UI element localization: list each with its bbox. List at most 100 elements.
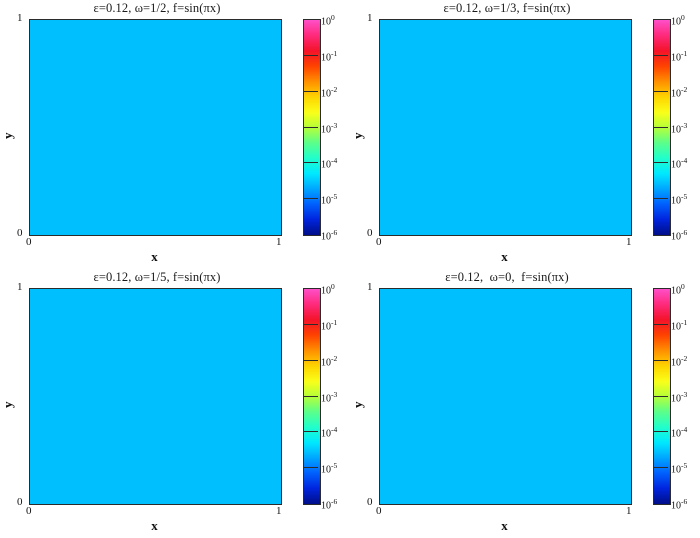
colorbar-tick-label: 100 [671, 13, 685, 27]
plot-area[interactable] [29, 19, 282, 236]
colorbar-tick-base: 10 [321, 321, 331, 333]
colorbar-tick-label: 100 [671, 282, 685, 296]
panel-bottom-right: ε=0.12, ω=0, f=sin(πx) 1 0 0 1 x y 100 10… [350, 269, 700, 538]
colorbar-tick-rule [304, 127, 318, 128]
colorbar-tick-base: 10 [671, 428, 681, 440]
heatmap-canvas [30, 20, 281, 235]
colorbar-tick-rule [304, 467, 318, 468]
panel-title: ε=0.12, ω=1/2, f=sin(πx) [93, 1, 221, 15]
colorbar-tick-label: 10-5 [671, 192, 687, 206]
colorbar-tick-exponent: -1 [331, 48, 338, 58]
colorbar-tick-label: 10-2 [671, 85, 687, 99]
x-axis-label: x [501, 249, 508, 264]
x-axis-label: x [501, 518, 508, 533]
plot-area[interactable] [379, 288, 632, 505]
colorbar-tick-exponent: -4 [681, 156, 688, 166]
panel-bottom-left: ε=0.12, ω=1/5, f=sin(πx) 1 0 0 1 x y 100… [0, 269, 350, 538]
colorbar-tick-base: 10 [321, 500, 331, 512]
colorbar-tick-exponent: -2 [681, 353, 688, 363]
colorbar-tick-exponent: -3 [331, 120, 338, 130]
y-axis-label: y [0, 132, 15, 140]
colorbar-tick-rule [654, 431, 668, 432]
colorbar-tick-base: 10 [321, 123, 331, 135]
colorbar-tick-rule [304, 324, 318, 325]
x-axis-label: x [151, 249, 158, 264]
ytick-top: 1 [17, 281, 23, 293]
colorbar-tick-base: 10 [671, 52, 681, 64]
ytick-top: 1 [367, 281, 373, 293]
colorbar-tick-base: 10 [671, 464, 681, 476]
colorbar-tick-exponent: -3 [331, 389, 338, 399]
colorbar-tick-label: 10-5 [671, 461, 687, 475]
colorbar-tick-rule [304, 162, 318, 163]
colorbar-tick-exponent: 0 [331, 282, 335, 291]
panel-title: ε=0.12, ω=1/5, f=sin(πx) [93, 270, 221, 284]
colorbar-tick-exponent: -2 [681, 84, 688, 94]
colorbar-tick-rule [304, 396, 318, 397]
xtick-right: 1 [276, 505, 282, 517]
colorbar-tick-exponent: -2 [331, 84, 338, 94]
colorbar-tick-rule [304, 55, 318, 56]
colorbar-tick-base: 10 [321, 231, 331, 243]
colorbar-tick-rule [654, 198, 668, 199]
colorbar-tick-label: 10-2 [321, 354, 337, 368]
colorbar-tick-exponent: -4 [331, 425, 338, 435]
colorbar-tick-base: 10 [321, 87, 331, 99]
colorbar-tick-label: 10-4 [321, 425, 337, 439]
plot-area[interactable] [379, 19, 632, 236]
colorbar-tick-label: 10-4 [671, 425, 687, 439]
colorbar-tick-label: 10-4 [321, 156, 337, 170]
ytick-bottom: 0 [17, 227, 23, 239]
colorbar-tick-exponent: -3 [681, 120, 688, 130]
colorbar-tick-exponent: -5 [331, 461, 338, 471]
plot-area[interactable] [29, 288, 282, 505]
colorbar-tick-label: 10-2 [321, 85, 337, 99]
colorbar-tick-base: 10 [671, 285, 681, 297]
colorbar-tick-rule [304, 91, 318, 92]
colorbar-tick-base: 10 [321, 52, 331, 64]
colorbar-tick-label: 10-6 [671, 497, 687, 511]
colorbar-tick-rule [654, 360, 668, 361]
colorbar-tick-exponent: -4 [681, 425, 688, 435]
colorbar-tick-label: 10-3 [321, 121, 337, 135]
y-axis-label: y [350, 132, 365, 140]
colorbar-tick-label: 10-1 [671, 49, 687, 63]
xtick-left: 0 [376, 505, 382, 517]
colorbar-tick-label: 100 [321, 282, 335, 296]
colorbar-tick-label: 100 [321, 13, 335, 27]
colorbar-tick-exponent: -6 [681, 497, 688, 506]
panel-top-right: ε=0.12, ω=1/3, f=sin(πx) 1 0 0 1 x y 100… [350, 0, 700, 269]
colorbar-tick-rule [654, 91, 668, 92]
colorbar-tick-exponent: -2 [331, 353, 338, 363]
ytick-top: 1 [17, 12, 23, 24]
xtick-right: 1 [626, 236, 632, 248]
ytick-top: 1 [367, 12, 373, 24]
ytick-bottom: 0 [367, 496, 373, 508]
colorbar-tick-rule [654, 467, 668, 468]
colorbar-tick-base: 10 [321, 285, 331, 297]
colorbar-tick-base: 10 [321, 16, 331, 28]
colorbar-tick-label: 10-5 [321, 192, 337, 206]
colorbar-tick-rule [654, 396, 668, 397]
colorbar-tick-rule [654, 162, 668, 163]
colorbar-tick-base: 10 [671, 500, 681, 512]
colorbar-tick-rule [304, 360, 318, 361]
colorbar-tick-label: 10-6 [321, 228, 337, 242]
colorbar-tick-base: 10 [671, 195, 681, 207]
colorbar-tick-base: 10 [321, 464, 331, 476]
colorbar-tick-exponent: 0 [331, 13, 335, 22]
colorbar-tick-exponent: -5 [331, 192, 338, 202]
colorbar-tick-base: 10 [671, 123, 681, 135]
colorbar-tick-label: 10-3 [321, 390, 337, 404]
colorbar-tick-base: 10 [321, 195, 331, 207]
xtick-left: 0 [26, 505, 32, 517]
ytick-bottom: 0 [17, 496, 23, 508]
colorbar-tick-exponent: 0 [681, 282, 685, 291]
colorbar-tick-base: 10 [321, 356, 331, 368]
colorbar-tick-base: 10 [671, 87, 681, 99]
colorbar-tick-label: 10-4 [671, 156, 687, 170]
colorbar-tick-exponent: -6 [681, 228, 688, 237]
colorbar-tick-base: 10 [671, 16, 681, 28]
colorbar-tick-rule [654, 127, 668, 128]
colorbar-tick-exponent: -1 [681, 48, 688, 58]
